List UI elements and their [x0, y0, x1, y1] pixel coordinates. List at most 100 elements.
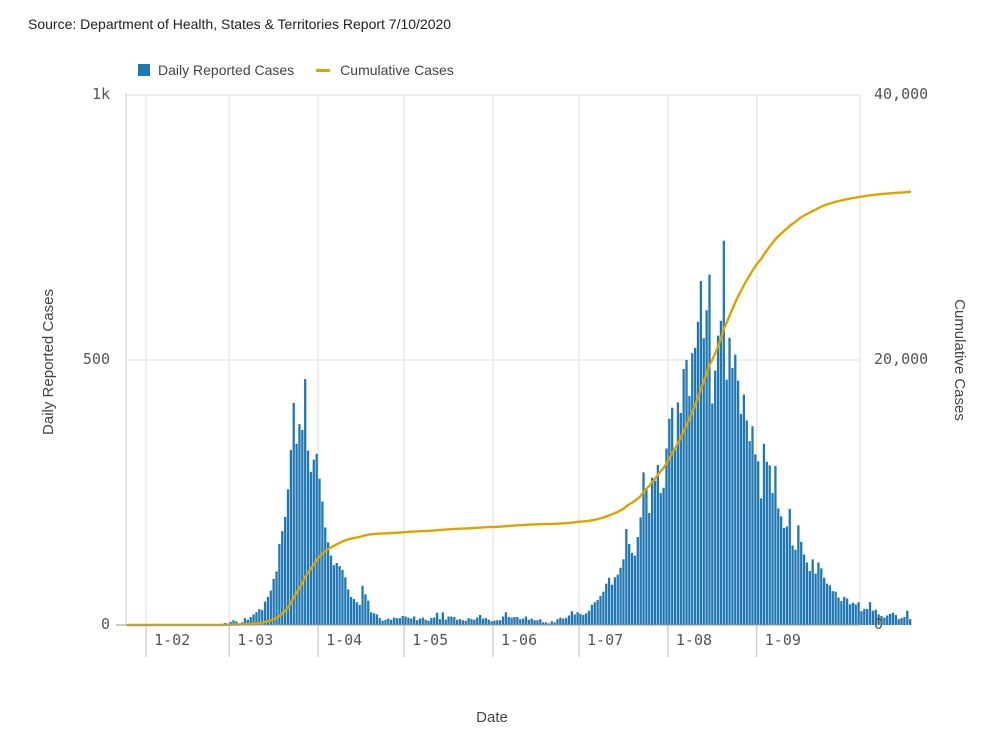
bar [880, 615, 883, 625]
bar [499, 620, 502, 625]
bar [788, 508, 791, 625]
bar [702, 338, 705, 625]
bar [800, 541, 803, 625]
bar [605, 583, 608, 625]
bar [275, 571, 278, 625]
bar [613, 577, 616, 625]
bar [438, 619, 442, 625]
bar [252, 614, 255, 625]
bar [831, 591, 834, 625]
bar [453, 617, 456, 625]
x-tick-label: 1-04 [326, 631, 362, 649]
bar [295, 443, 298, 625]
bar [255, 612, 258, 625]
bar [407, 617, 410, 625]
bar [900, 618, 903, 625]
bar [392, 617, 396, 625]
bar [456, 619, 459, 625]
bar [656, 464, 660, 625]
bar [232, 620, 235, 625]
bar [521, 618, 525, 625]
bar [335, 562, 338, 625]
bar [590, 604, 594, 625]
bar [358, 604, 361, 625]
legend-swatch-line [316, 68, 331, 72]
bar [834, 591, 837, 625]
bar [352, 599, 356, 625]
bar [418, 618, 422, 625]
bar-layer [149, 240, 912, 625]
bar [754, 454, 757, 625]
bar [742, 394, 746, 625]
bar [802, 554, 806, 625]
bar [542, 622, 545, 625]
bar [691, 353, 694, 625]
axis-layer: 0 500 1k 0 20,000 40,000 1-02 1-03 1-04 1-05 1-06 1… [83, 85, 928, 657]
bar [573, 614, 576, 625]
bar [349, 596, 353, 625]
legend-item-cumulative[interactable]: Cumulative Cases [316, 62, 454, 78]
bar [530, 618, 533, 625]
bar [739, 414, 743, 625]
bar [410, 618, 413, 625]
bar [903, 617, 906, 625]
bar [737, 380, 740, 625]
bar [851, 602, 854, 625]
bar [501, 616, 505, 625]
bar [398, 618, 401, 625]
bar [762, 443, 766, 625]
bar [332, 565, 336, 625]
bar [665, 448, 668, 625]
bar [539, 619, 542, 625]
bar [367, 600, 370, 625]
bar [281, 531, 284, 625]
bar [825, 583, 829, 625]
bar [312, 459, 315, 625]
bar [688, 396, 691, 625]
bar [473, 619, 476, 625]
bar [387, 618, 390, 625]
bar [329, 555, 333, 625]
bar [734, 354, 737, 625]
bar [547, 623, 551, 625]
legend-item-daily[interactable]: Daily Reported Cases [138, 62, 294, 78]
y-right-tick-label: 0 [874, 615, 883, 633]
x-tick-label: 1-05 [412, 631, 448, 649]
bar [714, 370, 717, 625]
bar [757, 461, 760, 625]
bar [286, 489, 290, 625]
bar [487, 619, 490, 625]
bar [636, 537, 639, 625]
bar [676, 402, 680, 625]
bar [668, 418, 671, 625]
bar [860, 611, 863, 625]
bar [516, 617, 519, 625]
bar [814, 573, 817, 625]
bar [863, 609, 866, 625]
bar [731, 367, 734, 625]
bar [507, 617, 510, 625]
bar [906, 610, 909, 625]
bar [909, 619, 912, 625]
bar [278, 543, 281, 625]
x-axis-title: Date [476, 709, 508, 726]
legend-label-daily: Daily Reported Cases [158, 62, 295, 78]
bar [719, 320, 723, 625]
bar [811, 559, 814, 625]
bar [777, 508, 780, 625]
bar [424, 619, 427, 625]
bar [871, 610, 875, 625]
bar [378, 618, 381, 625]
bar [444, 619, 447, 625]
bar [283, 516, 287, 625]
bar [653, 480, 657, 625]
bar [582, 614, 585, 625]
bar [315, 453, 318, 625]
bar [404, 616, 407, 625]
bar [413, 616, 416, 625]
bar [848, 604, 852, 625]
bar [854, 604, 857, 625]
bar [642, 472, 645, 625]
bar [510, 617, 513, 625]
